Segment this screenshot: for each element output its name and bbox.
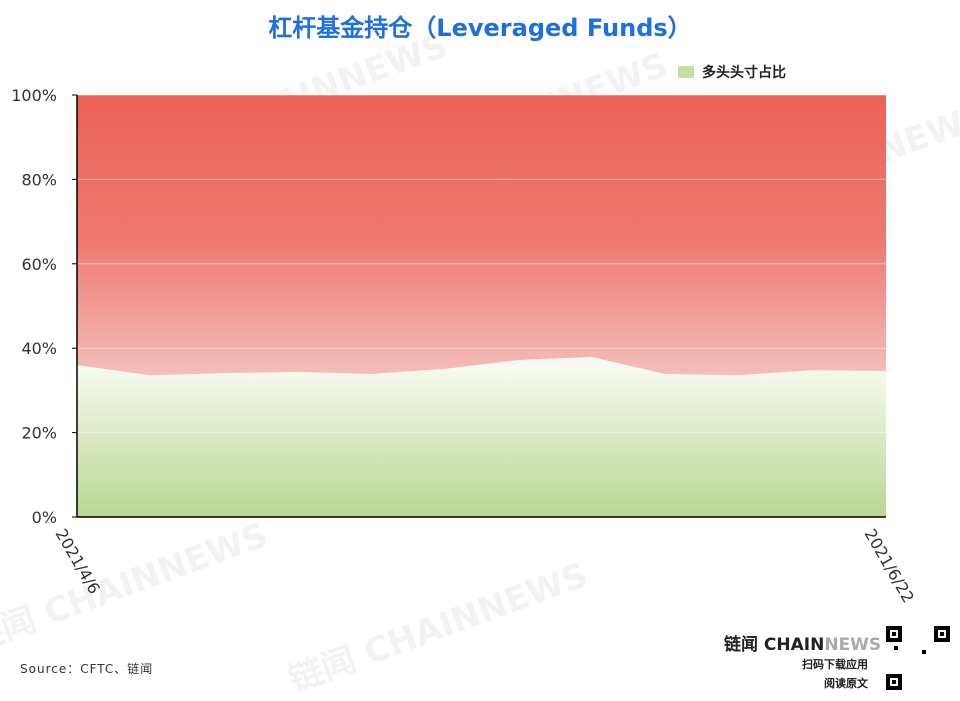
chart-svg: 0% 20% 40% 60% 80% 100% 2021/4/6 2021/6/22 (11, 86, 918, 607)
y-tick-label: 0% (32, 508, 57, 527)
x-tick-label: 2021/6/22 (861, 526, 918, 607)
y-tick-label: 80% (21, 170, 57, 189)
brand-chain: CHAIN (763, 635, 825, 655)
legend-label: 多头头寸占比 (702, 65, 786, 81)
x-tick-label: 2021/4/6 (52, 526, 104, 598)
y-tick-label: 60% (21, 255, 57, 274)
legend-swatch (678, 66, 694, 78)
brand-cn: 链闻 (724, 635, 758, 655)
y-tick-label: 40% (21, 339, 57, 358)
brand-logo: 链闻 CHAINNEWS (724, 630, 881, 655)
y-tick-label: 100% (11, 86, 57, 105)
source-note: Source：CFTC、链闻 (20, 662, 154, 676)
y-tick-label: 20% (21, 424, 57, 443)
download-text: 扫码下载应用 (802, 658, 868, 671)
long-position-area (77, 357, 886, 517)
legend: 多头头寸占比 (678, 62, 786, 82)
brand-news: NEWS (824, 635, 882, 655)
chart-title: 杠杆基金持仓（Leveraged Funds） (268, 14, 692, 42)
qr-code-icon[interactable] (886, 626, 950, 690)
read-original-text: 阅读原文 (824, 677, 868, 690)
